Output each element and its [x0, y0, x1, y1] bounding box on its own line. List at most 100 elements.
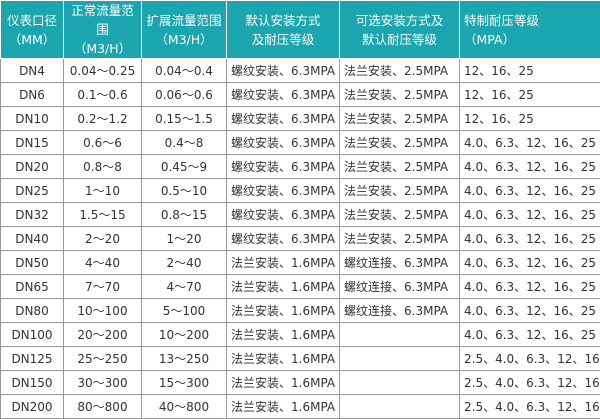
cell-special-pressure: 2.5、4.0、6.3、12、16 [460, 395, 600, 419]
cell-diameter: DN100 [1, 323, 64, 347]
cell-optional-install: 法兰安装、2.5MPA [340, 59, 460, 83]
cell-diameter: DN6 [1, 83, 64, 107]
cell-special-pressure: 4.0、6.3、12、16、25 [460, 227, 600, 251]
header-line: 仪表口径 [3, 11, 61, 30]
cell-special-pressure: 4.0、6.3、12、16、25 [460, 131, 600, 155]
cell-default-install: 法兰安装、1.6MPA [227, 371, 340, 395]
cell-extended-flow: 0.5～10 [142, 179, 227, 203]
cell-diameter: DN125 [1, 347, 64, 371]
cell-optional-install: 法兰安装、2.5MPA [340, 179, 460, 203]
header-line: 正常流量范围 [66, 1, 139, 39]
cell-extended-flow: 0.8～15 [142, 203, 227, 227]
cell-default-install: 法兰安装、1.6MPA [227, 299, 340, 323]
cell-optional-install: 法兰安装、2.5MPA [340, 83, 460, 107]
cell-default-install: 螺纹安装、6.3MPA [227, 83, 340, 107]
cell-optional-install: 法兰安装、2.5MPA [340, 155, 460, 179]
cell-default-install: 螺纹安装、6.3MPA [227, 131, 340, 155]
cell-optional-install: 法兰安装、2.5MPA [340, 131, 460, 155]
cell-normal-flow: 4～40 [64, 251, 142, 275]
cell-special-pressure: 4.0、6.3、12、16、25 [460, 323, 600, 347]
cell-default-install: 法兰安装、1.6MPA [227, 251, 340, 275]
cell-optional-install: 法兰安装、2.5MPA [340, 107, 460, 131]
cell-normal-flow: 10～100 [64, 299, 142, 323]
cell-default-install: 法兰安装、1.6MPA [227, 275, 340, 299]
cell-normal-flow: 7～70 [64, 275, 142, 299]
header-special-pressure: 特制耐压等级（MPA） [460, 1, 600, 59]
cell-optional-install [340, 323, 460, 347]
cell-normal-flow: 0.04～0.25 [64, 59, 142, 83]
cell-normal-flow: 1.5～15 [64, 203, 142, 227]
cell-special-pressure: 12、16、25 [460, 59, 600, 83]
cell-diameter: DN65 [1, 275, 64, 299]
cell-extended-flow: 40～800 [142, 395, 227, 419]
cell-extended-flow: 0.06～0.6 [142, 83, 227, 107]
cell-optional-install: 法兰安装、2.5MPA [340, 227, 460, 251]
cell-special-pressure: 4.0、6.3、12、16、25 [460, 251, 600, 275]
header-line: （MPA） [464, 30, 598, 49]
header-line: 默认安装方式 [229, 11, 337, 30]
cell-extended-flow: 0.4～8 [142, 131, 227, 155]
cell-default-install: 螺纹安装、6.3MPA [227, 155, 340, 179]
cell-diameter: DN200 [1, 395, 64, 419]
cell-optional-install [340, 347, 460, 371]
cell-extended-flow: 4～70 [142, 275, 227, 299]
cell-special-pressure: 4.0、6.3、12、16、25 [460, 155, 600, 179]
cell-special-pressure: 2.5、4.0、6.3、12、16 [460, 347, 600, 371]
cell-default-install: 螺纹安装、6.3MPA [227, 203, 340, 227]
header-default-install: 默认安装方式及耐压等级 [227, 1, 340, 59]
cell-extended-flow: 0.45～9 [142, 155, 227, 179]
cell-default-install: 法兰安装、1.6MPA [227, 347, 340, 371]
cell-diameter: DN50 [1, 251, 64, 275]
cell-extended-flow: 0.15～1.5 [142, 107, 227, 131]
cell-optional-install: 螺纹连接、6.3MPA [340, 299, 460, 323]
cell-special-pressure: 2.5、4.0、6.3、12、16 [460, 371, 600, 395]
cell-diameter: DN80 [1, 299, 64, 323]
header-line: （M3/H） [144, 30, 224, 49]
header-extended-flow: 扩展流量范围（M3/H） [142, 1, 227, 59]
cell-extended-flow: 15～300 [142, 371, 227, 395]
cell-normal-flow: 80～800 [64, 395, 142, 419]
cell-optional-install: 法兰安装、2.5MPA [340, 203, 460, 227]
header-line: （M3/H） [66, 39, 139, 58]
header-line: 特制耐压等级 [464, 11, 598, 30]
cell-special-pressure: 4.0、6.3、12、16、25 [460, 299, 600, 323]
header-line: （MM） [3, 30, 61, 49]
cell-normal-flow: 20～200 [64, 323, 142, 347]
header-optional-install: 可选安装方式及默认耐压等级 [340, 1, 460, 59]
cell-extended-flow: 10～200 [142, 323, 227, 347]
cell-normal-flow: 25～250 [64, 347, 142, 371]
table-header-row: 仪表口径（MM）正常流量范围（M3/H）扩展流量范围（M3/H）默认安装方式及耐… [1, 1, 600, 59]
cell-diameter: DN25 [1, 179, 64, 203]
cell-diameter: DN10 [1, 107, 64, 131]
cell-normal-flow: 1～10 [64, 179, 142, 203]
cell-optional-install: 螺纹连接、6.3MPA [340, 275, 460, 299]
cell-default-install: 螺纹安装、6.3MPA [227, 107, 340, 131]
cell-normal-flow: 0.1～0.6 [64, 83, 142, 107]
header-line: 可选安装方式及 [342, 11, 457, 30]
cell-default-install: 法兰安装、1.6MPA [227, 395, 340, 419]
cell-diameter: DN20 [1, 155, 64, 179]
cell-extended-flow: 5～100 [142, 299, 227, 323]
cell-extended-flow: 2～40 [142, 251, 227, 275]
cell-normal-flow: 2～20 [64, 227, 142, 251]
cell-default-install: 螺纹安装、6.3MPA [227, 227, 340, 251]
cell-diameter: DN4 [1, 59, 64, 83]
cell-diameter: DN150 [1, 371, 64, 395]
cell-diameter: DN40 [1, 227, 64, 251]
cell-default-install: 螺纹安装、6.3MPA [227, 59, 340, 83]
cell-diameter: DN15 [1, 131, 64, 155]
cell-default-install: 螺纹安装、6.3MPA [227, 179, 340, 203]
cell-extended-flow: 0.04～0.4 [142, 59, 227, 83]
cell-special-pressure: 4.0、6.3、12、16、25 [460, 179, 600, 203]
header-normal-flow: 正常流量范围（M3/H） [64, 1, 142, 59]
